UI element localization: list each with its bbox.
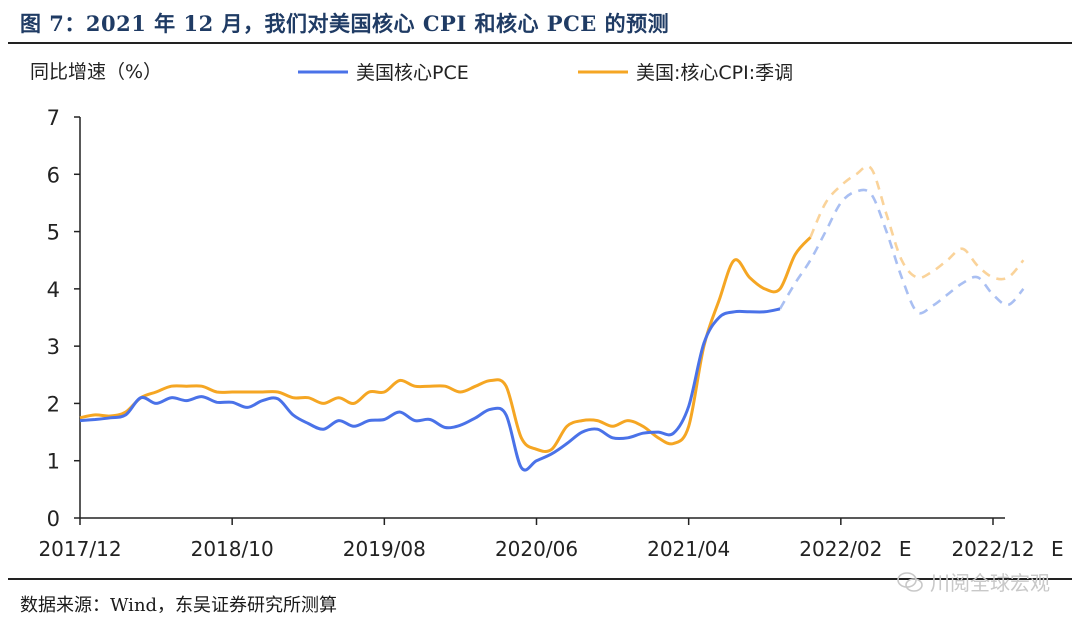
line-chart: 同比增速（%） 美国核心PCE 美国:核心CPI:季调 0 1 2 3 4 5 6 7 201…: [30, 61, 1064, 561]
series-cpi-forecast: [809, 164, 1025, 281]
y-axis-label: 同比增速（%）: [30, 61, 162, 83]
top-rule: [8, 42, 1072, 44]
source-note: 数据来源：Wind，东吴证券研究所测算: [20, 595, 338, 616]
watermark-text: 川阅全球宏观: [930, 571, 1050, 595]
y-tick-label: 1: [47, 450, 60, 474]
bottom-rule: [8, 578, 1072, 580]
series-pce-actual: [79, 307, 781, 472]
legend-label-cpi: 美国:核心CPI:季调: [636, 62, 793, 84]
x-tick-forecast-suffix: E: [899, 537, 912, 561]
watermark: 川阅全球宏观: [896, 567, 1050, 596]
y-tick-label: 5: [47, 221, 60, 245]
series-cpi-actual: [79, 236, 812, 453]
y-tick-label: 3: [47, 335, 60, 359]
x-tick-label: 2022/12: [951, 537, 1034, 561]
series-pce-forecast: [778, 188, 1025, 315]
x-tick-label: 2021/04: [647, 537, 730, 561]
x-tick-label: 2020/06: [495, 537, 578, 561]
x-tick-label: 2018/10: [191, 537, 274, 561]
y-tick-label: 0: [47, 507, 60, 531]
legend: 美国核心PCE 美国:核心CPI:季调: [298, 62, 793, 84]
y-ticks: 0 1 2 3 4 5 6 7: [47, 106, 80, 531]
chat-bubbles-icon: [897, 571, 923, 592]
x-tick-forecast-suffix: E: [1051, 537, 1064, 561]
x-tick-label: 2019/08: [343, 537, 426, 561]
series-lines: [79, 164, 1025, 472]
y-tick-label: 7: [47, 106, 60, 130]
x-tick-label: 2022/02: [799, 537, 882, 561]
x-ticks: 2017/12 2018/10 2019/08 2020/06 2021/04 2022/…: [38, 518, 1064, 561]
chart-title: 图 7：2021 年 12 月，我们对美国核心 CPI 和核心 PCE 的预测: [20, 11, 670, 36]
y-tick-label: 2: [47, 392, 60, 416]
legend-label-pce: 美国核心PCE: [356, 62, 469, 84]
y-tick-label: 4: [47, 278, 60, 302]
x-tick-label: 2017/12: [38, 537, 121, 561]
y-tick-label: 6: [47, 163, 60, 187]
axes: [79, 117, 1005, 519]
